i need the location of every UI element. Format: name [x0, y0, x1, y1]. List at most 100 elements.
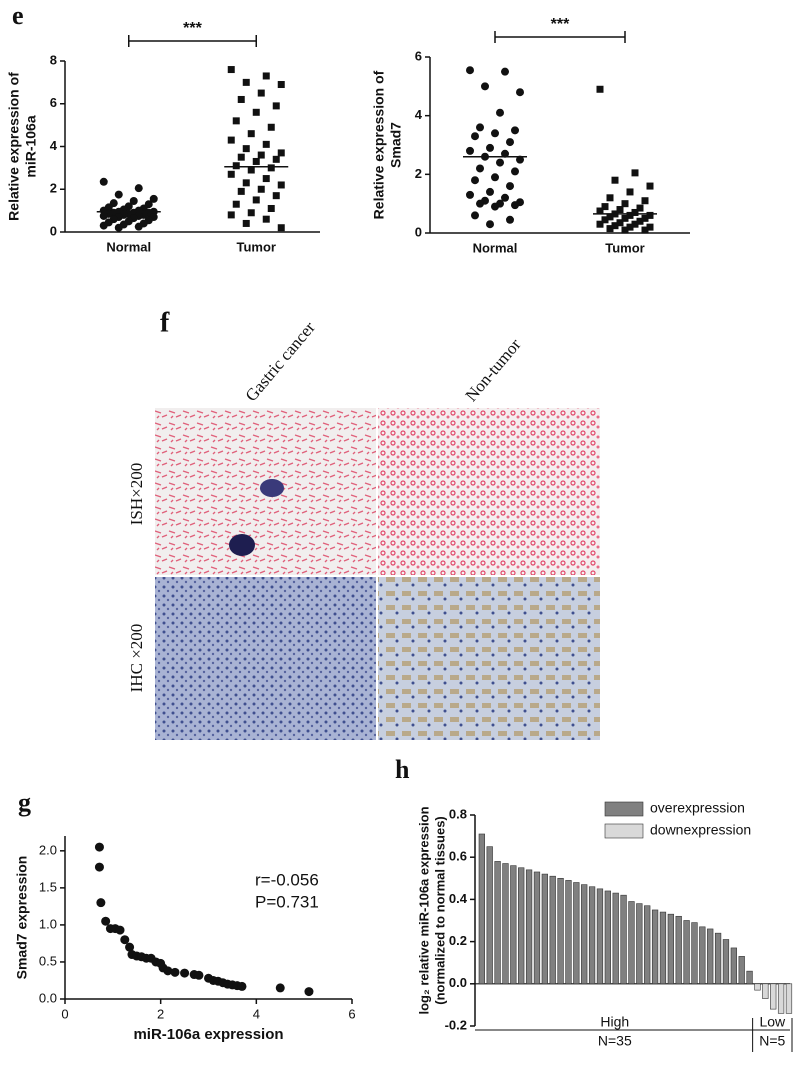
point [275, 983, 285, 993]
annotation: r=-0.056 [255, 870, 319, 889]
dot [232, 162, 240, 170]
dot [646, 223, 654, 231]
y-axis-label: Relative expression of [371, 70, 387, 219]
dot [129, 197, 138, 206]
dot [149, 194, 158, 203]
x-tick-label: Tumor [237, 239, 276, 254]
bar [573, 882, 580, 985]
dot [601, 216, 609, 224]
y-tick-label: 0 [50, 223, 57, 238]
dot [491, 173, 499, 182]
x-axis-label: miR-106a expression [133, 1026, 283, 1043]
bar [675, 915, 682, 985]
bar [644, 905, 651, 985]
dot [621, 200, 629, 208]
dot [242, 179, 250, 187]
point [115, 925, 125, 935]
panel-label: f [160, 307, 170, 338]
dot [606, 225, 614, 233]
dot [631, 220, 639, 228]
dot [636, 217, 644, 225]
figure-f: f Gastric cancer Non-tumor ISH×200 IHC ×… [127, 307, 600, 740]
dot [262, 215, 270, 223]
y-tick-label: 2 [415, 166, 422, 181]
bar [541, 873, 548, 985]
y-tick-label: 0.4 [449, 891, 468, 906]
bar [636, 903, 643, 985]
dot [134, 222, 143, 231]
dot [257, 151, 265, 159]
dot [466, 66, 474, 75]
x-tick-label: 0 [61, 1006, 68, 1021]
dot [636, 204, 644, 212]
dot [646, 211, 654, 219]
dot [267, 204, 275, 212]
dot [491, 202, 499, 211]
bar [596, 888, 604, 985]
significance-bracket [128, 35, 257, 47]
dot [114, 190, 123, 199]
x-tick-label: 4 [253, 1006, 260, 1021]
dot [626, 211, 634, 219]
dot [626, 188, 634, 196]
dot [237, 95, 245, 103]
dot [99, 221, 108, 230]
dot [227, 136, 235, 144]
bar [746, 970, 753, 985]
y-tick-label: 0.5 [39, 953, 57, 968]
bar [628, 901, 635, 985]
y-tick-label: 6 [415, 48, 422, 63]
group-count: N=35 [598, 1033, 632, 1049]
dot [247, 209, 255, 217]
bar [730, 947, 737, 985]
dot [496, 158, 504, 167]
dot [516, 155, 524, 164]
significance-label: *** [551, 16, 570, 33]
bar [770, 983, 777, 1010]
bar [494, 861, 501, 985]
x-tick-label: 2 [157, 1006, 164, 1021]
bar [581, 884, 588, 985]
dot [511, 126, 519, 135]
point [194, 970, 204, 980]
dot [621, 226, 629, 234]
dot [272, 102, 280, 110]
dot [242, 78, 250, 86]
y-tick-label: 6 [50, 95, 57, 110]
x-tick-label: 6 [348, 1006, 355, 1021]
dot [511, 167, 519, 176]
bar [738, 956, 745, 985]
dot [232, 117, 240, 125]
significance-bracket [494, 31, 626, 43]
dot [277, 81, 285, 89]
dot [242, 145, 250, 153]
bar [785, 983, 793, 1014]
point [120, 935, 130, 945]
y-tick-label: 2.0 [39, 842, 57, 857]
y-tick-label: 4 [50, 138, 58, 153]
dot [496, 108, 504, 117]
bar [659, 911, 667, 985]
y-tick-label: 1.5 [39, 879, 57, 894]
dot [247, 166, 255, 174]
dot [471, 132, 479, 141]
bar [510, 865, 517, 985]
y-tick-label: 2 [50, 181, 57, 196]
dot [616, 206, 624, 214]
bar [525, 869, 533, 985]
dot [491, 129, 499, 138]
x-tick-label: Normal [473, 240, 518, 255]
dot [247, 130, 255, 138]
legend-label: downexpression [650, 822, 751, 838]
dot [262, 72, 270, 80]
dot [252, 108, 260, 116]
dot [596, 85, 604, 93]
bar [707, 928, 714, 985]
y-tick-label: 0.6 [449, 849, 467, 864]
dot [511, 201, 519, 210]
significance-label: *** [183, 20, 202, 37]
column-label: Gastric cancer [242, 318, 320, 405]
dot [596, 207, 604, 215]
bar [762, 983, 769, 999]
